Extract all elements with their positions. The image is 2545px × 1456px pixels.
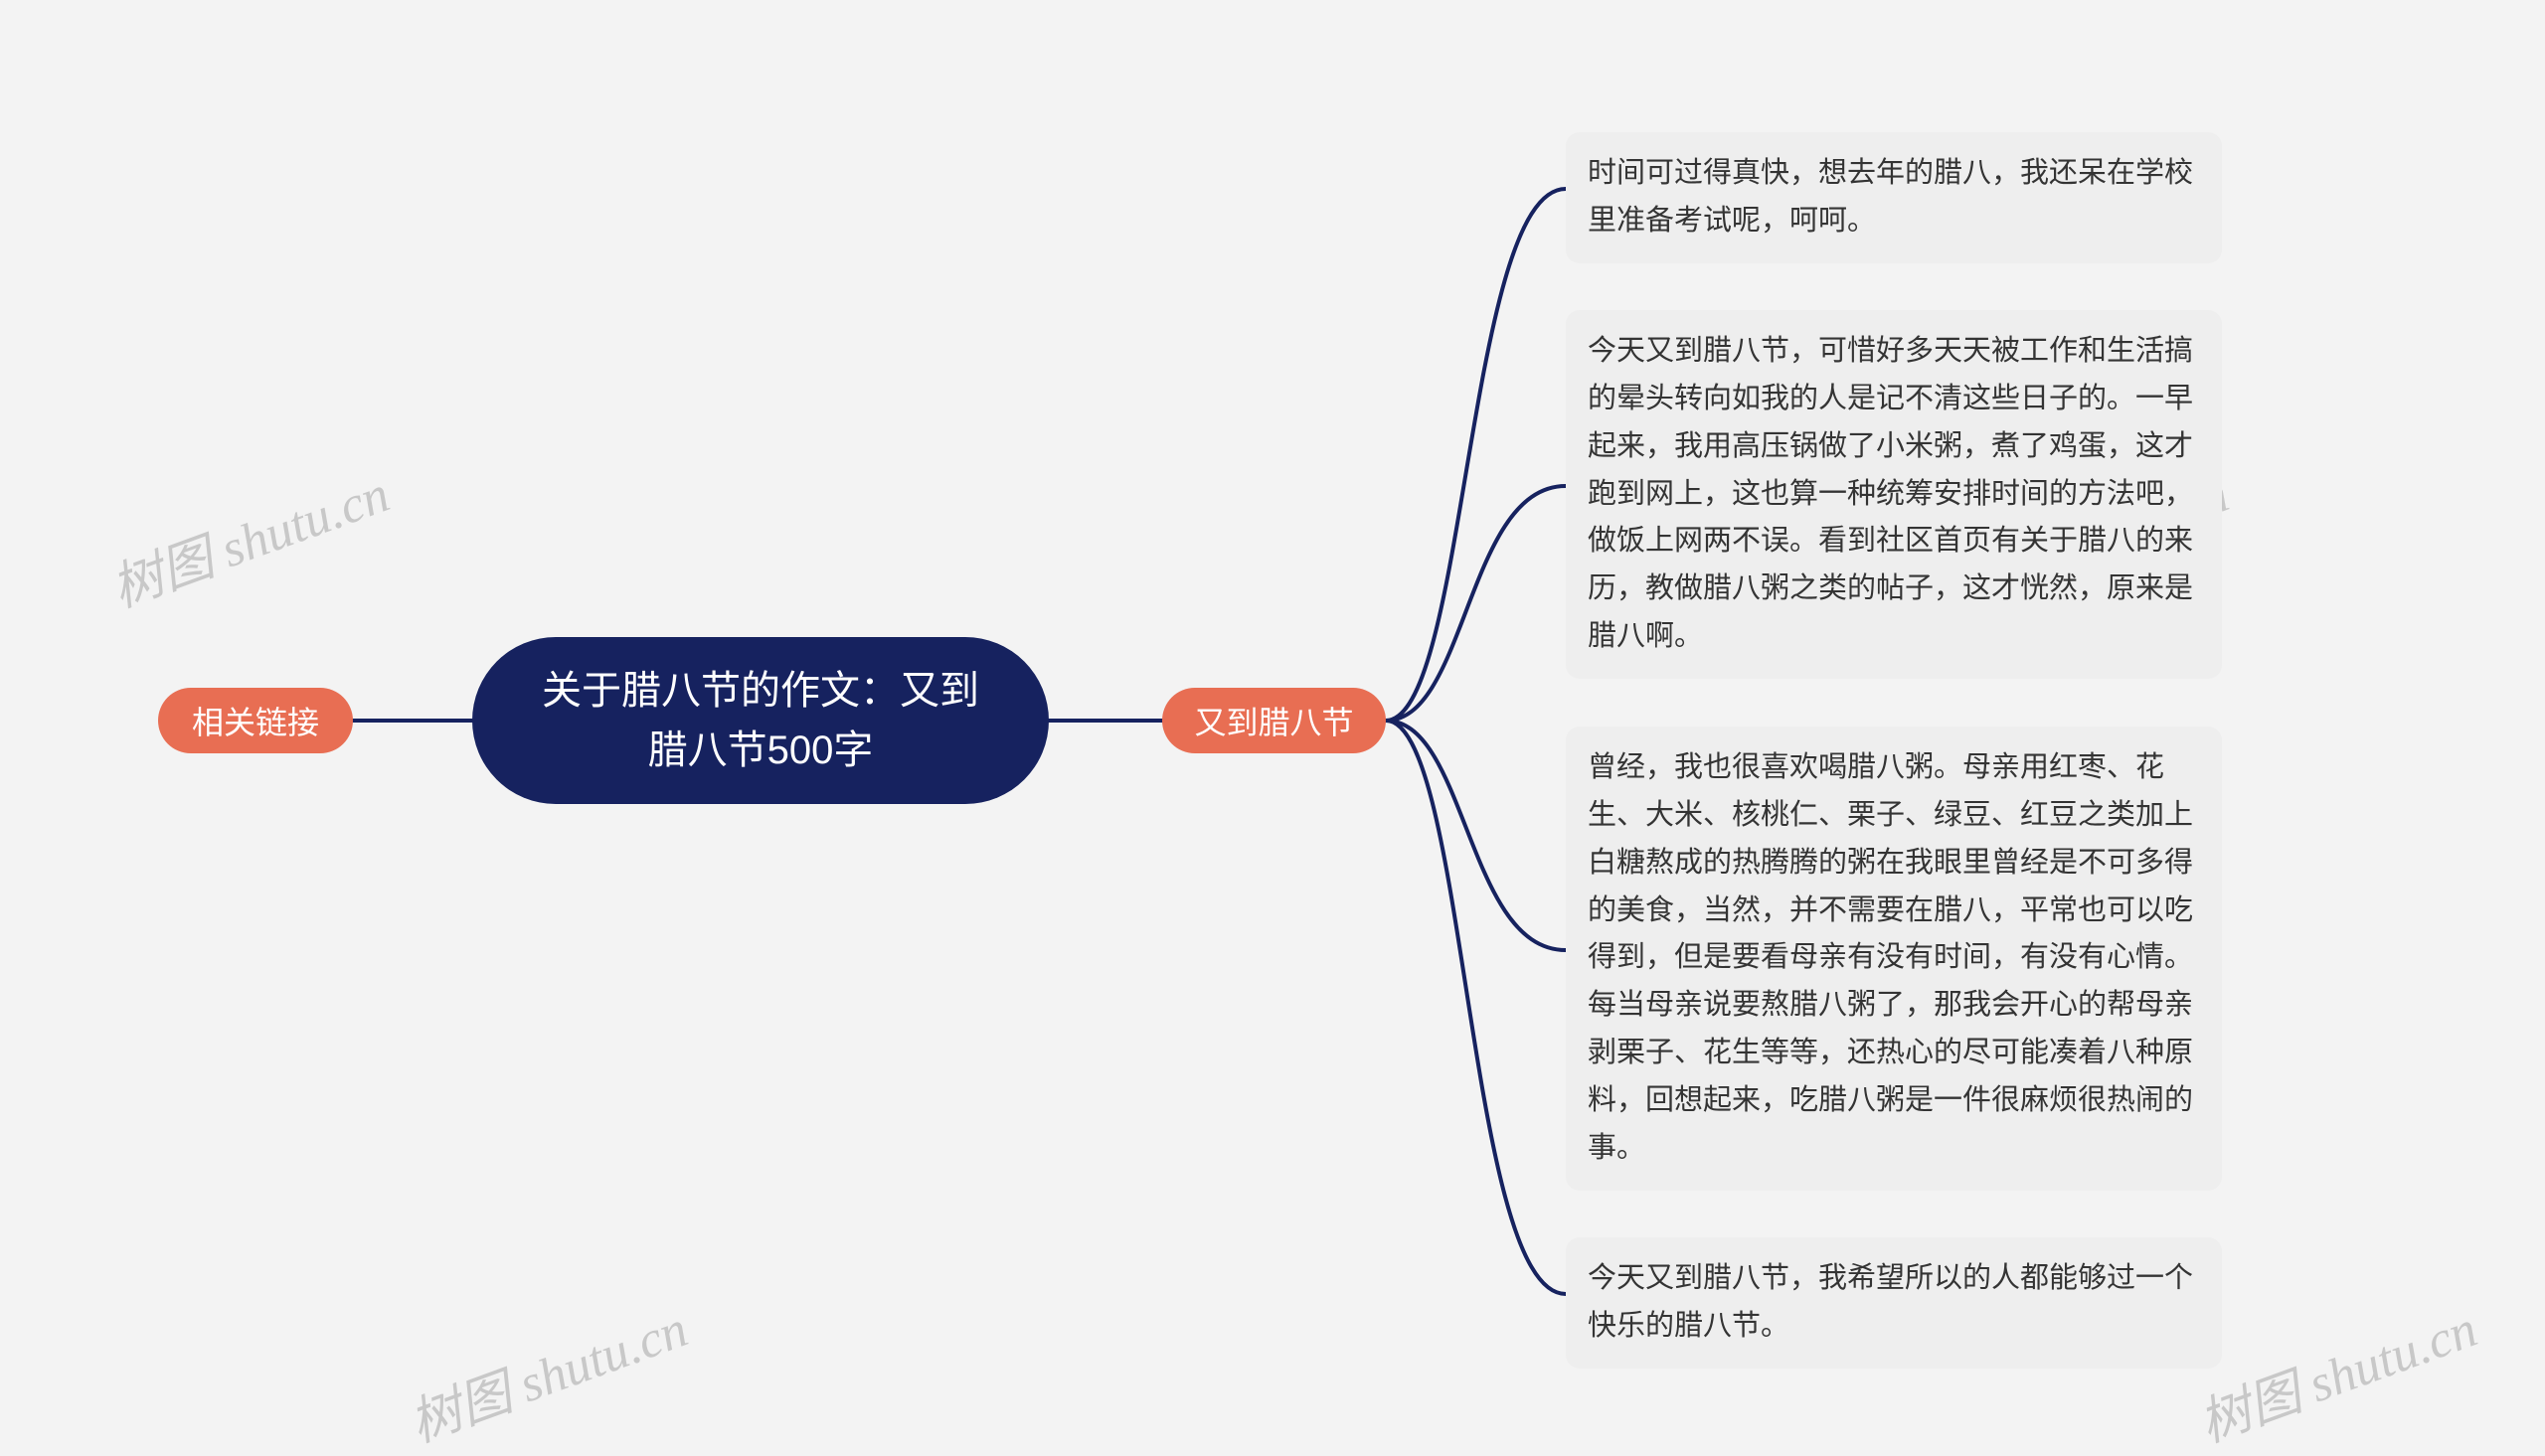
leaf-node[interactable]: 今天又到腊八节，我希望所以的人都能够过一个快乐的腊八节。 (1566, 1237, 2222, 1369)
mindmap-canvas: 树图 shutu.cn树图 shutu.cn树图 shutu.cn树图 shut… (0, 0, 2545, 1440)
center-node[interactable]: 关于腊八节的作文：又到腊八节500字 (472, 637, 1049, 804)
left-branch-node[interactable]: 相关链接 (158, 688, 353, 753)
right-branch-node[interactable]: 又到腊八节 (1162, 688, 1386, 753)
watermark-text: 树图 shutu.cn (2187, 1287, 2485, 1456)
leaf-node[interactable]: 曾经，我也很喜欢喝腊八粥。母亲用红枣、花生、大米、核桃仁、栗子、绿豆、红豆之类加… (1566, 727, 2222, 1191)
leaf-node[interactable]: 时间可过得真快，想去年的腊八，我还呆在学校里准备考试呢，呵呵。 (1566, 132, 2222, 263)
leaf-node[interactable]: 今天又到腊八节，可惜好多天天被工作和生活搞的晕头转向如我的人是记不清这些日子的。… (1566, 310, 2222, 679)
watermark-text: 树图 shutu.cn (99, 452, 398, 621)
watermark-text: 树图 shutu.cn (398, 1287, 696, 1456)
